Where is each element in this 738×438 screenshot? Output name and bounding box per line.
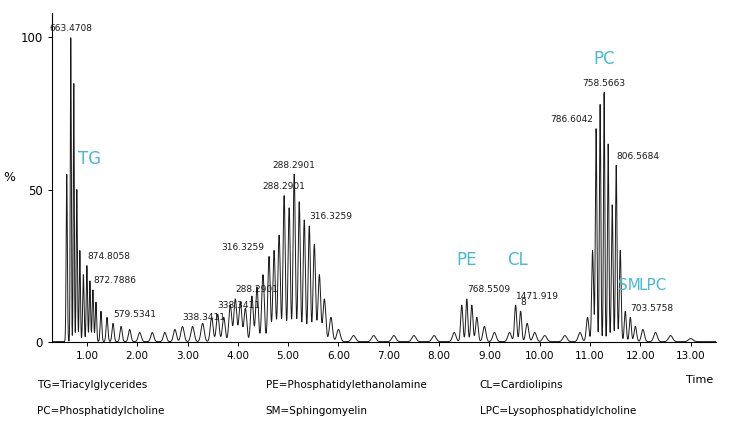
Text: PE=Phosphatidylethanolamine: PE=Phosphatidylethanolamine [266,380,427,390]
Text: 288.2901: 288.2901 [235,286,278,294]
Text: 1471.919: 1471.919 [516,292,559,300]
Text: PC: PC [593,50,615,68]
Text: 316.3259: 316.3259 [309,212,352,222]
Text: 338.3411: 338.3411 [182,313,226,322]
Text: TG: TG [77,150,101,168]
Text: PC=Phosphatidylcholine: PC=Phosphatidylcholine [37,406,165,416]
Text: 579.5341: 579.5341 [113,310,156,319]
Text: 8: 8 [520,298,526,307]
Y-axis label: %: % [3,171,15,184]
Text: 316.3259: 316.3259 [221,243,264,252]
Text: TG=Triacylglycerides: TG=Triacylglycerides [37,380,147,390]
Text: 703.5758: 703.5758 [630,304,674,313]
Text: LPC: LPC [639,278,667,293]
Text: 758.5663: 758.5663 [582,79,626,88]
Text: 338.3411: 338.3411 [218,301,261,310]
Text: 768.5509: 768.5509 [467,286,510,294]
Text: 288.2901: 288.2901 [273,161,316,170]
Text: 806.5684: 806.5684 [616,152,659,161]
Text: SM=Sphingomyelin: SM=Sphingomyelin [266,406,368,416]
Text: 874.8058: 874.8058 [87,252,130,261]
Text: 786.6042: 786.6042 [551,115,593,124]
Text: SM: SM [618,278,641,293]
Text: PE: PE [457,251,477,268]
Text: 663.4708: 663.4708 [49,24,92,33]
Text: LPC=Lysophosphatidylcholine: LPC=Lysophosphatidylcholine [480,406,636,416]
Text: Time: Time [686,375,714,385]
Text: 872.7886: 872.7886 [93,276,136,286]
Text: 288.2901: 288.2901 [263,182,306,191]
Text: CL: CL [507,251,528,268]
Text: CL=Cardiolipins: CL=Cardiolipins [480,380,563,390]
